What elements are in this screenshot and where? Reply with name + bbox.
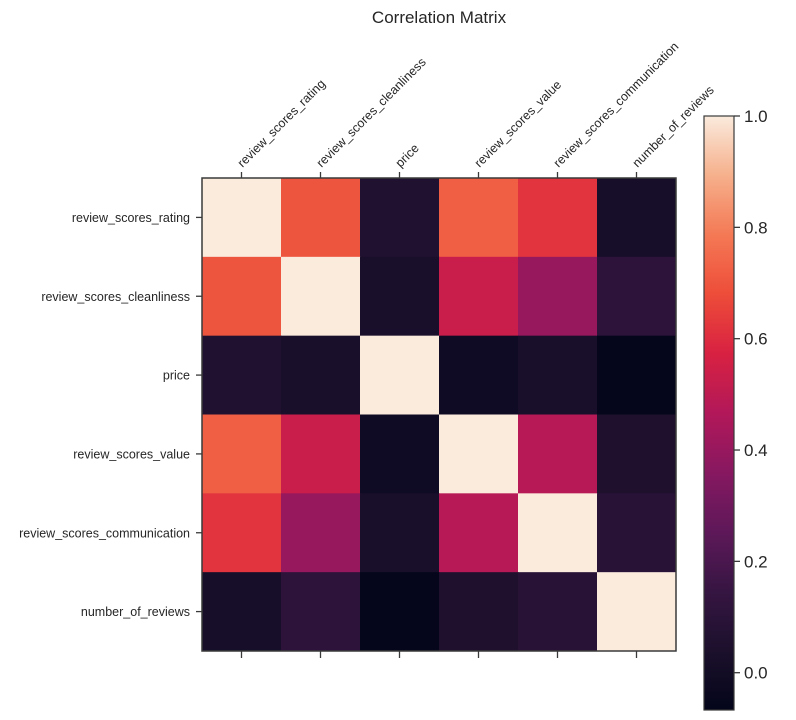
colorbar-tick-label: 0.6 — [744, 330, 768, 349]
heatmap-cell-0-5 — [597, 178, 677, 258]
colorbar-axis: 0.0 0.2 0.4 0.6 0.8 1.0 — [734, 107, 768, 683]
heatmap-cell-2-5 — [597, 335, 677, 415]
heatmap-cell-5-5 — [597, 572, 677, 652]
y-tick-label: price — [163, 369, 190, 383]
heatmap-cell-3-5 — [597, 414, 677, 494]
y-tick-label: review_scores_communication — [19, 526, 190, 540]
y-tick-label: review_scores_rating — [72, 211, 190, 225]
colorbar-tick-label: 0.0 — [744, 664, 768, 683]
y-axis: review_scores_rating review_scores_cleanl… — [19, 211, 202, 619]
heatmap-cell-5-2 — [360, 572, 440, 652]
heatmap-cell-1-3 — [439, 256, 519, 337]
plot-frame — [201, 177, 677, 652]
heatmap-cell-4-3 — [439, 493, 519, 573]
heatmap-cell-1-5 — [597, 256, 677, 337]
heatmap-cell-5-3 — [439, 572, 519, 652]
x-tick-label: review_scores_communication — [551, 39, 682, 170]
heatmap-cell-0-4 — [518, 178, 598, 258]
x-axis-bottom-ticks — [240, 651, 638, 658]
heatmap-cell-2-2 — [360, 335, 440, 415]
heatmap-cell-2-1 — [281, 335, 361, 415]
heatmap-cell-4-2 — [360, 493, 440, 573]
heatmap-cell-3-4 — [518, 414, 598, 494]
y-tick-label: review_scores_value — [73, 447, 190, 461]
y-tick-label: review_scores_cleanliness — [41, 290, 190, 304]
x-tick-label: review_scores_value — [472, 78, 564, 170]
heatmap-cell-4-1 — [281, 493, 361, 573]
heatmap-cell-1-0 — [202, 256, 282, 337]
x-axis-top: review_scores_ratingreview_scores_cleanl… — [235, 39, 717, 178]
heatmap-cell-3-3 — [439, 414, 519, 494]
x-tick-label: review_scores_rating — [235, 77, 328, 170]
heatmap-cell-4-5 — [597, 493, 677, 573]
colorbar-tick-label: 1.0 — [744, 107, 768, 126]
heatmap-cell-0-0 — [202, 178, 282, 258]
heatmap-cell-1-1 — [281, 256, 361, 337]
y-tick-label: number_of_reviews — [81, 605, 190, 619]
colorbar-tick-label: 0.8 — [744, 218, 768, 237]
heatmap-cell-1-2 — [360, 256, 440, 337]
heatmap-cell-3-1 — [281, 414, 361, 494]
heatmap-cell-5-0 — [202, 572, 282, 652]
heatmap-cell-2-0 — [202, 335, 282, 415]
heatmap-cell-1-4 — [518, 256, 598, 337]
heatmap-cell-5-1 — [281, 572, 361, 652]
colorbar — [703, 115, 735, 711]
colorbar-tick-label: 0.2 — [744, 552, 768, 571]
heatmap-cell-3-2 — [360, 414, 440, 494]
heatmap-cell-4-0 — [202, 493, 282, 573]
heatmap-cell-2-4 — [518, 335, 598, 415]
heatmap-cell-0-3 — [439, 178, 519, 258]
heatmap-cell-4-4 — [518, 493, 598, 573]
heatmap-cell-2-3 — [439, 335, 519, 415]
heatmap-cell-0-1 — [281, 178, 361, 258]
chart-title: Correlation Matrix — [372, 8, 507, 27]
heatmap-cell-0-2 — [360, 178, 440, 258]
heatmap-cell-3-0 — [202, 414, 282, 494]
heatmap-cells — [202, 178, 677, 652]
colorbar-tick-label: 0.4 — [744, 441, 768, 460]
heatmap-cell-5-4 — [518, 572, 598, 652]
x-tick-label: price — [393, 141, 422, 170]
